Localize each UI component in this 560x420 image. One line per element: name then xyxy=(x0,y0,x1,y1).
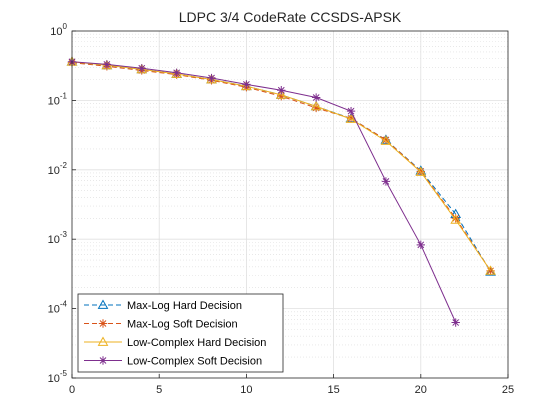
legend-entry: Max-Log Soft Decision xyxy=(84,319,238,331)
y-tick-label: 10-4 xyxy=(48,300,68,316)
y-tick-label: 10-3 xyxy=(48,230,68,246)
grid xyxy=(72,31,508,378)
axes-box xyxy=(71,30,509,379)
series-line xyxy=(71,61,457,323)
triangle-marker xyxy=(241,80,252,91)
asterisk-marker xyxy=(416,240,425,250)
x-tick-label: 20 xyxy=(415,384,427,396)
x-tick-label: 10 xyxy=(240,384,252,396)
triangle-marker xyxy=(310,100,322,111)
chart-title: LDPC 3/4 CodeRate CCSDS-APSK xyxy=(179,9,402,25)
asterisk-marker xyxy=(277,91,286,101)
triangle-marker xyxy=(97,299,109,309)
asterisk-marker xyxy=(98,356,108,365)
asterisk-marker xyxy=(486,266,495,276)
series-layer xyxy=(66,56,496,327)
asterisk-marker xyxy=(172,68,181,77)
legend-label: Max-Log Soft Decision xyxy=(127,319,238,331)
asterisk-marker xyxy=(137,64,146,73)
legend-label: Low-Complex Hard Decision xyxy=(127,337,266,349)
asterisk-marker xyxy=(451,214,460,223)
asterisk-marker xyxy=(451,318,460,327)
triangle-marker xyxy=(345,113,357,123)
x-tick-label: 25 xyxy=(502,384,514,396)
triangle-marker xyxy=(415,166,427,176)
y-tick-label: 10-2 xyxy=(48,161,68,177)
asterisk-marker xyxy=(98,319,108,328)
asterisk-marker xyxy=(346,106,356,116)
triangle-marker xyxy=(206,74,217,84)
y-tick-label: 10-1 xyxy=(48,91,68,107)
triangle-marker xyxy=(450,214,462,224)
y-tick-label: 10-5 xyxy=(48,369,68,385)
asterisk-marker xyxy=(207,73,216,83)
x-tick-label: 5 xyxy=(156,384,162,396)
asterisk-marker xyxy=(381,135,391,145)
legend: Max-Log Hard Decision Max-Log Soft Decisi… xyxy=(77,293,284,373)
asterisk-marker xyxy=(277,86,286,95)
legend-label: Max-Log Hard Decision xyxy=(127,300,242,312)
y-tick-label: 100 xyxy=(50,22,67,38)
triangle-marker xyxy=(97,336,109,346)
asterisk-marker xyxy=(311,93,321,102)
legend-label: Low-Complex Soft Decision xyxy=(127,356,262,368)
triangle-marker xyxy=(380,135,392,145)
legend-box xyxy=(77,293,284,373)
legend-entry: Max-Log Hard Decision xyxy=(84,299,242,312)
asterisk-marker xyxy=(311,103,321,113)
asterisk-marker xyxy=(242,80,251,89)
x-tick-label: 0 xyxy=(69,384,75,396)
ticks: 0 5 10 15 20 25 100 10-1 10-2 10-3 10-4 10-5 xyxy=(48,22,515,396)
asterisk-marker xyxy=(346,114,356,123)
asterisk-marker xyxy=(381,177,391,186)
legend-entry: Low-Complex Soft Decision xyxy=(84,356,262,368)
triangle-marker xyxy=(275,89,287,99)
legend-entry: Low-Complex Hard Decision xyxy=(84,336,266,349)
asterisk-marker xyxy=(102,60,112,69)
triangle-marker xyxy=(485,265,496,275)
x-tick-label: 15 xyxy=(327,384,339,396)
